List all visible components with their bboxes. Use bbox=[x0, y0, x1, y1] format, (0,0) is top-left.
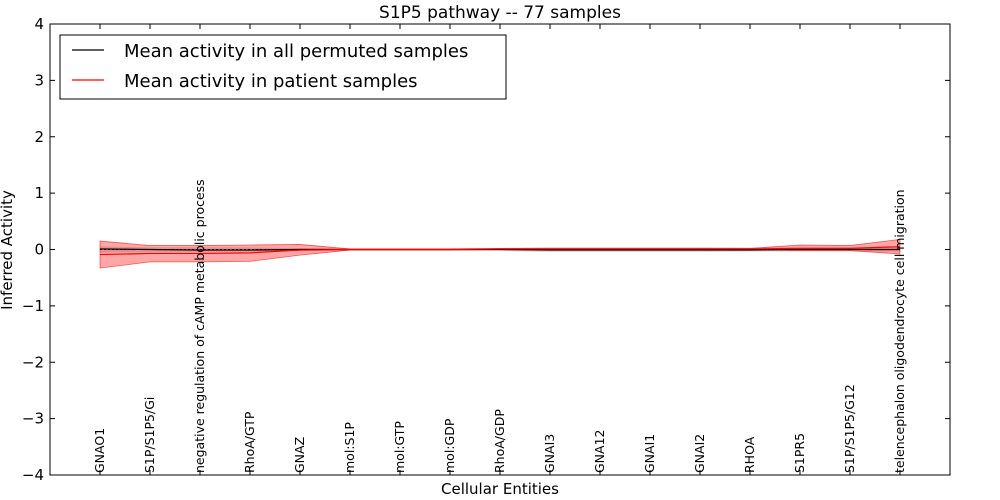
y-tick-label: 1 bbox=[34, 184, 44, 202]
y-tick-label: 3 bbox=[34, 71, 44, 89]
x-axis-label: Cellular Entities bbox=[441, 480, 559, 498]
legend-label-permuted: Mean activity in all permuted samples bbox=[124, 41, 468, 62]
x-tick-label: GNAI3 bbox=[542, 434, 557, 473]
x-tick-label: GNAZ bbox=[292, 437, 307, 473]
line-patient bbox=[99, 246, 901, 256]
y-axis-label: Inferred Activity bbox=[0, 190, 16, 310]
x-tick-label: telencephalon oligodendrocyte cell migra… bbox=[892, 189, 907, 473]
legend: Mean activity in all permuted samples Me… bbox=[59, 34, 507, 100]
x-tick-label: mol:GTP bbox=[392, 421, 407, 473]
x-tick-label: mol:S1P bbox=[342, 422, 357, 473]
x-axis: GNAO1 S1P/S1P5/Gi negative regulation of c… bbox=[92, 24, 907, 475]
y-axis: 4 3 2 1 0 −1 −2 −3 −4 bbox=[22, 15, 950, 484]
x-tick-label: RhoA/GTP bbox=[242, 411, 257, 473]
x-tick-label: S1P/S1P5/Gi bbox=[142, 397, 157, 473]
chart-title: S1P5 pathway -- 77 samples bbox=[379, 3, 621, 23]
y-tick-label: −2 bbox=[22, 353, 44, 371]
legend-box bbox=[59, 34, 507, 100]
x-tick-label: S1PR5 bbox=[792, 433, 807, 473]
y-tick-label: 0 bbox=[34, 241, 44, 259]
y-tick-label: −3 bbox=[22, 410, 44, 428]
plot-area bbox=[99, 238, 901, 269]
y-tick-label: 4 bbox=[34, 15, 44, 33]
x-tick-label: GNAI2 bbox=[692, 434, 707, 473]
x-tick-label: GNAI1 bbox=[642, 434, 657, 473]
y-tick-label: −4 bbox=[22, 466, 44, 484]
x-tick-label: GNAO1 bbox=[92, 428, 107, 473]
legend-label-patient: Mean activity in patient samples bbox=[124, 71, 418, 92]
x-tick-label: negative regulation of cAMP metabolic pr… bbox=[192, 179, 207, 473]
x-tick-label: mol:GDP bbox=[442, 418, 457, 473]
x-tick-label: RHOA bbox=[742, 436, 757, 473]
x-tick-label: S1P/S1P5/G12 bbox=[842, 384, 857, 473]
x-tick-label: GNA12 bbox=[592, 430, 607, 474]
y-tick-label: 2 bbox=[34, 128, 44, 146]
y-tick-label: −1 bbox=[22, 297, 44, 315]
x-tick-label: RhoA/GDP bbox=[492, 409, 507, 473]
